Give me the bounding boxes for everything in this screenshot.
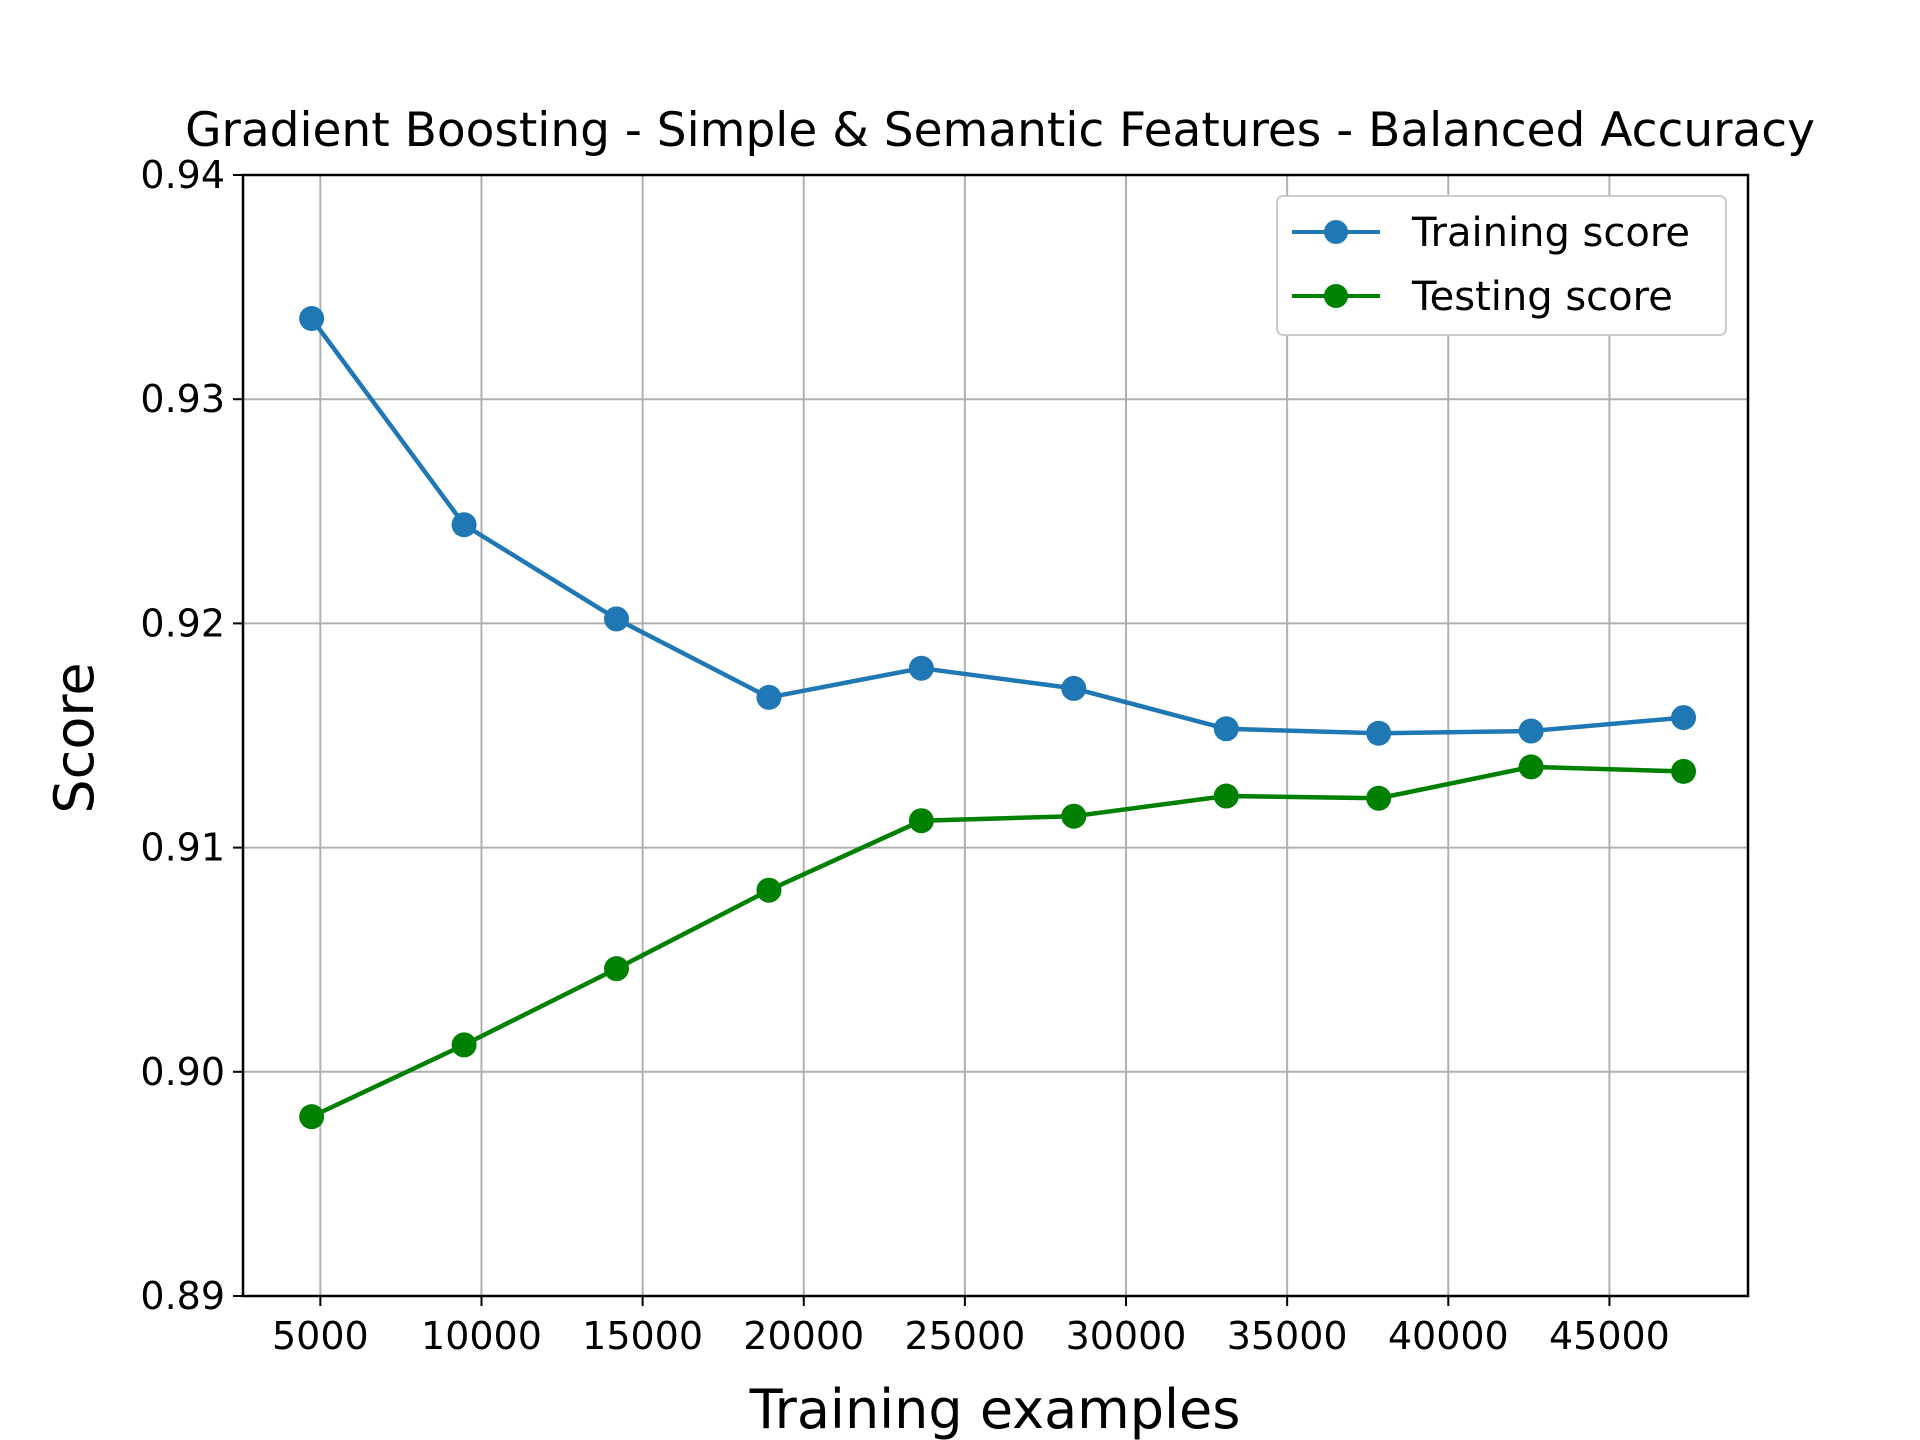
data-point-training [299,305,325,331]
y-tick-label: 0.92 [140,601,225,645]
data-point-training [1518,718,1544,744]
plot-frame [241,173,1750,1298]
legend-entry-testing: Testing score [1292,274,1673,320]
data-point-testing [299,1104,325,1130]
legend-label-training: Training score [1411,210,1690,256]
series-line-testing [310,764,1684,1119]
x-tick-label: 5000 [272,1314,369,1358]
data-point-training [451,512,477,538]
legend: Training score Testing score [1276,195,1727,336]
data-point-training [1671,705,1697,731]
x-tick-label: 10000 [421,1314,542,1358]
y-tick-label: 0.93 [140,377,225,421]
legend-box [1276,195,1727,336]
data-point-training [1213,716,1239,742]
data-point-testing [1213,783,1239,809]
data-point-testing [451,1032,477,1058]
x-tick-label: 30000 [1066,1314,1187,1358]
data-point-training [1061,675,1087,701]
data-point-testing [1366,785,1392,811]
legend-marker-training [1324,220,1348,244]
chart-title: Gradient Boosting - Simple & Semantic Fe… [185,103,1815,158]
data-point-testing [756,877,782,903]
data-point-testing [604,956,630,982]
legend-marker-testing [1324,284,1348,308]
ticks: 5000 10000 15000 20000 25000 30000 35000 40000 4… [140,153,1669,1358]
x-tick-label: 15000 [582,1314,703,1358]
legend-label-testing: Testing score [1411,274,1673,320]
data-point-testing [1671,758,1697,784]
data-point-training [756,684,782,710]
data-point-testing [1518,754,1544,780]
x-axis-title: Training examples [749,1378,1241,1440]
data-point-training [604,606,630,632]
y-tick-label: 0.89 [140,1274,225,1318]
series-line-training [309,317,1684,736]
series-layer [299,305,1697,1130]
x-tick-label: 25000 [904,1314,1025,1358]
y-tick-label: 0.94 [140,153,225,197]
data-point-training [1366,720,1392,746]
data-point-testing [1061,803,1087,829]
x-tick-label: 20000 [743,1314,864,1358]
y-tick-label: 0.91 [140,826,225,870]
x-tick-label: 40000 [1388,1314,1509,1358]
data-point-training [908,655,934,681]
x-tick-label: 45000 [1549,1314,1670,1358]
legend-entry-training: Training score [1292,210,1690,256]
y-axis-title: Score [43,662,106,813]
data-point-testing [908,808,934,834]
x-tick-label: 35000 [1227,1314,1348,1358]
y-tick-label: 0.90 [140,1050,225,1094]
